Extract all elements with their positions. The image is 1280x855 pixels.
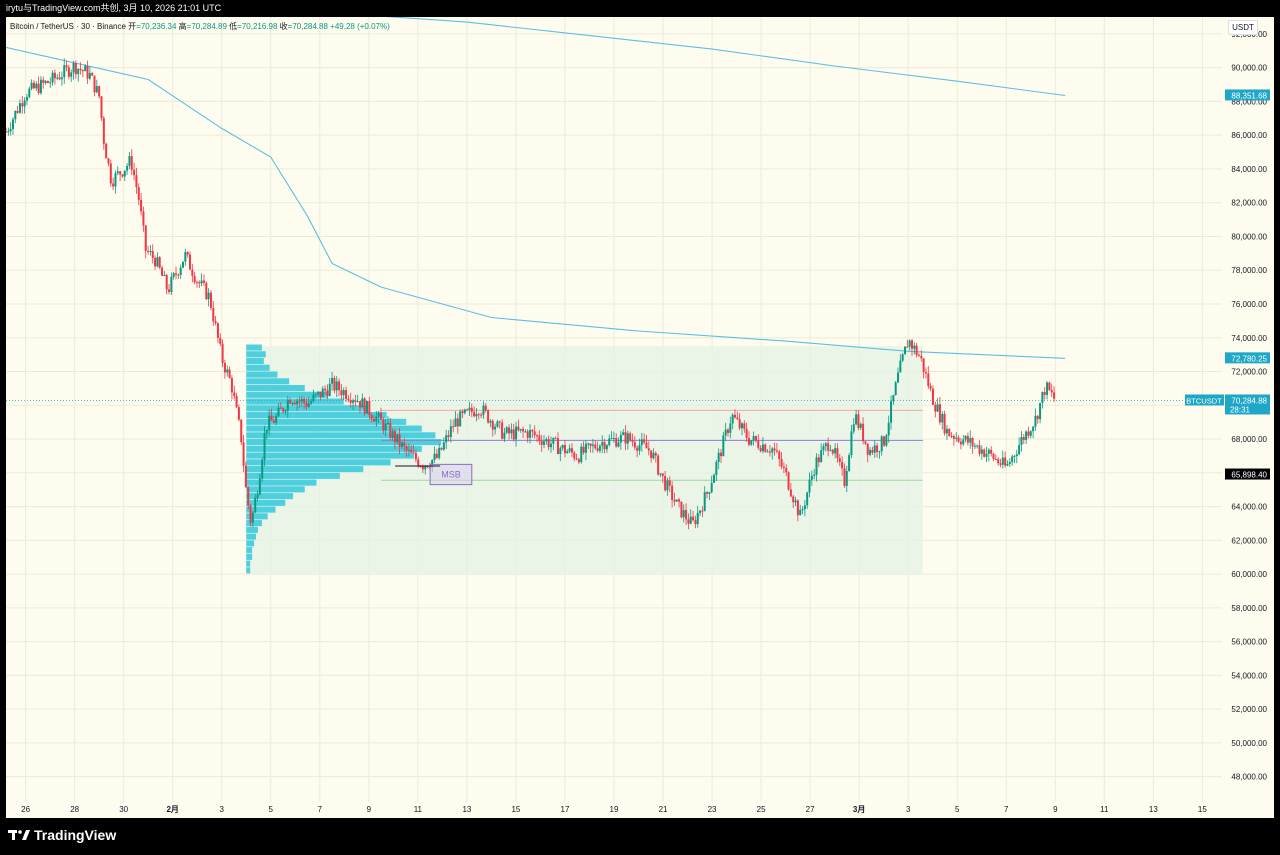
open-value: =70,236.34 <box>136 22 177 31</box>
low-label: 低 <box>229 22 238 31</box>
chart-caption: irytu与TradingView.com共创, 3月 10, 2026 21:… <box>6 3 222 13</box>
tradingview-logo[interactable]: TradingView <box>8 827 116 843</box>
symbol-name: Bitcoin / TetherUS · 30 · Binance <box>10 22 126 31</box>
change-value: +49.28 (+0.07%) <box>330 22 390 31</box>
tradingview-logo-icon <box>8 830 30 840</box>
currency-button[interactable]: USDT <box>1228 20 1258 35</box>
brand-name: TradingView <box>34 827 117 843</box>
low-value: =70,216.98 <box>237 22 278 31</box>
close-value: =70,284.88 <box>287 22 328 31</box>
bottom-bar <box>0 818 1280 855</box>
high-value: =70,284.89 <box>186 22 227 31</box>
chart-caption-bar: irytu与TradingView.com共创, 3月 10, 2026 21:… <box>0 0 1280 17</box>
high-label: 高 <box>178 22 187 31</box>
open-label: 开 <box>128 22 137 31</box>
close-label: 收 <box>279 22 288 31</box>
symbol-legend: Bitcoin / TetherUS · 30 · Binance 开=70,2… <box>10 21 390 32</box>
chart-pane[interactable] <box>6 17 1274 818</box>
